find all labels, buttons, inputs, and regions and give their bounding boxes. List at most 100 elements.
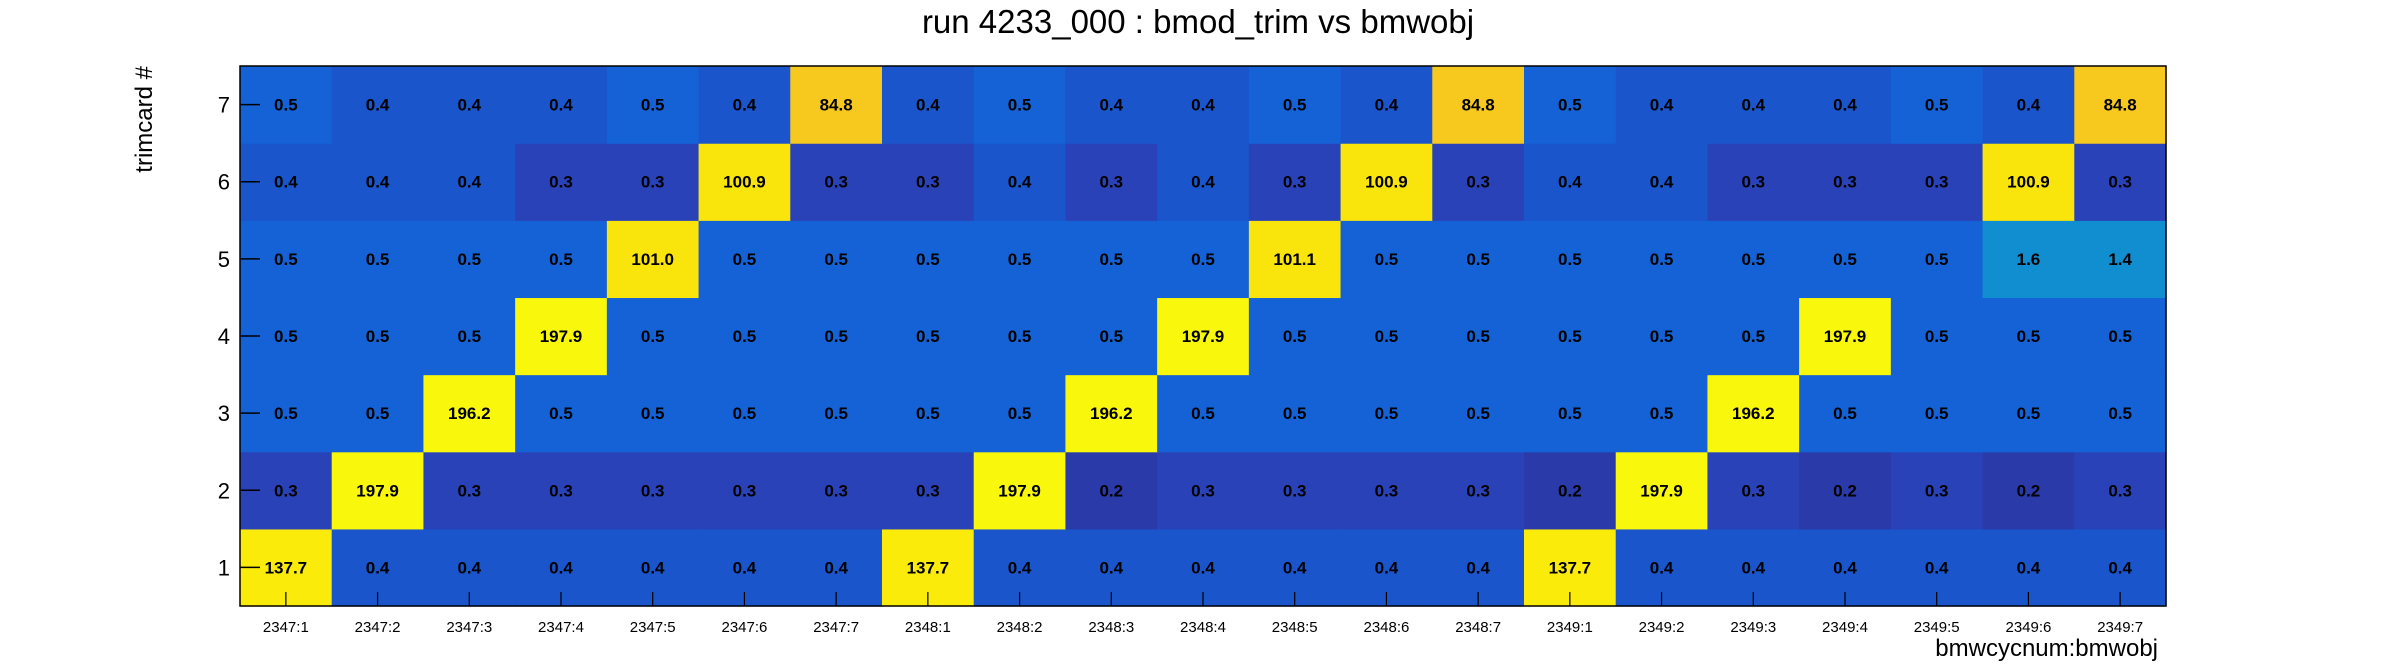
cell-value-label: 0.5 [2108,404,2132,423]
heatmap-cell [1890,66,1984,144]
heatmap-cell [1707,374,1800,453]
cell-value-label: 0.5 [733,250,757,269]
x-tick-label: 2347:4 [538,619,584,636]
cell-value-label: 0.4 [274,173,298,192]
heatmap-cell [423,220,516,299]
heatmap-cell [1065,451,1158,530]
heatmap-cell [698,297,791,376]
cell-value-label: 0.5 [916,327,940,346]
cell-value-label: 0.5 [1008,96,1032,115]
cell-value-label: 0.5 [1191,250,1215,269]
cell-value-label: 0.5 [1741,250,1765,269]
x-tick-label: 2348:1 [905,619,951,636]
cell-value-label: 0.5 [1558,96,1582,115]
heatmap-cell [1065,220,1158,299]
cell-value-label: 0.3 [1925,481,1949,500]
heatmap-cell [1524,374,1617,453]
heatmap-cell [790,220,883,299]
heatmap-cell [1248,220,1342,299]
cell-value-label: 0.5 [549,250,573,269]
cell-value-label: 0.3 [1741,173,1765,192]
heatmap-cell [331,451,425,530]
heatmap-cell [1890,374,1984,453]
heatmap-cell [1524,451,1617,530]
x-tick-label: 2349:3 [1730,619,1776,636]
heatmap-cell [1524,297,1617,376]
cell-value-labels: 137.7 0.4 0.4 0.4 0.4 0.4 0.4 137.7 0.4 0.4 0.4 0.4… [265,96,2137,578]
x-tick-label: 2347:7 [813,619,859,636]
cell-value-label: 0.5 [366,327,390,346]
x-axis-ticks: 2347:1 2347:2 2347:3 2347:4 2347:5 2347:6 2347… [263,592,2143,636]
cell-value-label: 0.4 [733,558,757,577]
cell-value-label: 0.4 [916,96,940,115]
heatmap-cell [1615,220,1709,299]
heatmap-cell [515,297,608,376]
cell-value-label: 0.3 [549,481,573,500]
cell-value-label: 84.8 [2104,96,2137,115]
heatmap-cell [1524,143,1617,221]
heatmap-cell [1248,66,1342,144]
heatmap-cell [1707,220,1800,299]
cell-value-label: 137.7 [1549,558,1592,577]
heatmap-cell [515,374,608,453]
cell-value-label: 0.3 [1741,481,1765,500]
heatmap-cell [1157,143,1250,221]
cell-value-label: 0.5 [1375,404,1399,423]
heatmap-cell [1065,143,1158,221]
x-tick-label: 2347:2 [355,619,401,636]
heatmap-cell [2074,451,2167,530]
cell-value-label: 1.6 [2017,250,2041,269]
heatmap-cell [1982,297,2075,376]
cell-value-label: 0.3 [916,481,940,500]
heatmap-cell [1615,297,1709,376]
cell-value-label: 0.5 [549,404,573,423]
heatmap-cell [1432,297,1525,376]
cell-value-label: 0.5 [1283,327,1307,346]
cell-value-label: 0.3 [1099,173,1123,192]
cell-value-label: 0.5 [1650,327,1674,346]
cell-value-label: 0.4 [733,96,757,115]
x-tick-label: 2347:3 [446,619,492,636]
heatmap-cell [1982,220,2075,299]
cell-value-label: 0.3 [641,173,665,192]
heatmap-cell [790,66,883,144]
cell-value-label: 0.4 [1650,173,1674,192]
heatmap-cell [1615,374,1709,453]
cell-value-label: 0.4 [1466,558,1490,577]
heatmap-cell [1890,220,1984,299]
heatmap-cell [606,297,700,376]
heatmap-cell [790,374,883,453]
y-axis-label: trimcard # [131,65,158,172]
cell-value-label: 0.4 [1833,96,1857,115]
cell-value-label: 0.5 [1925,327,1949,346]
y-tick-label: 6 [218,170,230,195]
cell-value-label: 0.4 [1191,558,1215,577]
heatmap-cell [1524,66,1617,144]
heatmap-cell [698,451,791,530]
cell-value-label: 0.4 [1925,558,1949,577]
heatmap-cell [790,451,883,530]
heatmap-cell [515,451,608,530]
cell-value-label: 0.5 [1466,250,1490,269]
heatmap-cell [331,66,425,144]
cell-value-label: 0.2 [1833,481,1857,500]
heatmap-cell [1157,66,1250,144]
x-tick-label: 2347:5 [630,619,676,636]
heatmap-cell [882,374,975,453]
heatmap-cell [698,66,791,144]
cell-value-label: 0.3 [1283,481,1307,500]
heatmap-cell [973,220,1067,299]
cell-value-label: 0.4 [1008,173,1032,192]
cell-value-label: 100.9 [1365,173,1408,192]
cell-value-label: 0.5 [916,404,940,423]
heatmap-cell [1340,451,1433,530]
cell-value-label: 0.5 [274,96,298,115]
x-tick-label: 2349:7 [2097,619,2143,636]
cell-value-label: 0.5 [2017,327,2041,346]
heatmap-cell [1799,220,1892,299]
cell-value-label: 100.9 [723,173,766,192]
cell-value-label: 0.5 [1283,96,1307,115]
x-tick-label: 2349:1 [1547,619,1593,636]
heatmap-cell [1982,66,2075,144]
cell-value-label: 0.5 [1099,250,1123,269]
